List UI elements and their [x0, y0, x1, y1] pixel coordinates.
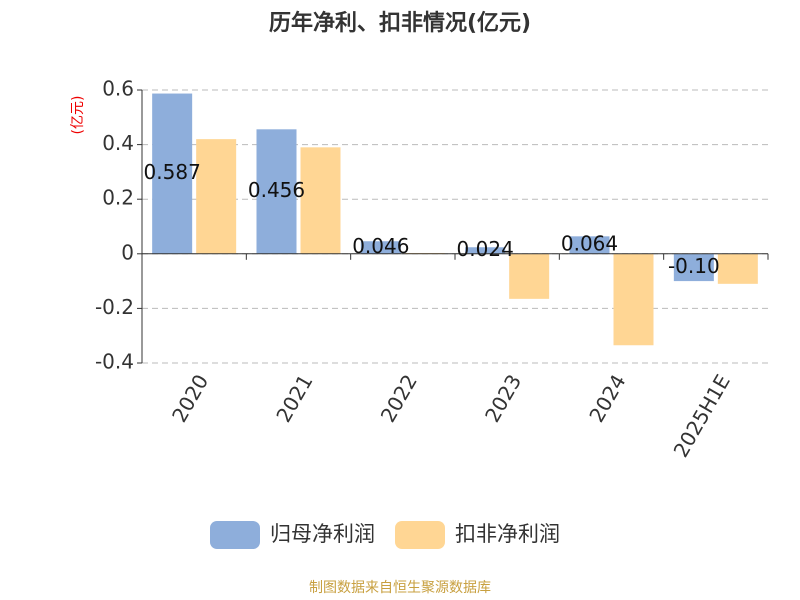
bar	[300, 147, 341, 254]
bar	[569, 236, 610, 254]
bar	[196, 139, 237, 254]
x-tick-label: 2024	[584, 370, 630, 426]
bar	[360, 241, 401, 254]
legend-swatch	[210, 521, 260, 549]
y-tick-label: -0.4	[95, 350, 134, 374]
source-note: 制图数据来自恒生聚源数据库	[309, 580, 491, 596]
legend-label: 归母净利润	[270, 522, 375, 546]
x-tick-label: 2020	[167, 370, 213, 426]
data-label: -0.10	[668, 254, 720, 278]
bar	[256, 129, 297, 254]
chart-title: 历年净利、扣非情况(亿元)	[269, 10, 531, 36]
data-label: 0.046	[352, 234, 409, 258]
y-tick-label: 0	[121, 240, 134, 264]
y-tick-label: 0.6	[102, 77, 134, 101]
x-tick-label: 2025H1E	[668, 370, 734, 461]
bar	[152, 93, 193, 254]
legend-label: 扣非净利润	[455, 522, 560, 546]
data-label: 0.064	[561, 232, 618, 256]
bar	[613, 253, 654, 346]
data-label: 0.587	[144, 160, 201, 184]
bar	[509, 253, 550, 299]
x-tick-label: 2021	[271, 370, 317, 426]
y-tick-label: 0.2	[102, 186, 134, 210]
data-label: 0.456	[248, 178, 305, 202]
bar	[673, 253, 714, 282]
data-label: 0.024	[457, 237, 514, 261]
x-tick-label: 2022	[376, 370, 422, 426]
x-tick-label: 2023	[480, 370, 526, 426]
bar	[465, 247, 506, 254]
bar	[717, 253, 758, 284]
y-tick-label: 0.4	[102, 131, 134, 155]
y-tick-label: -0.2	[95, 295, 134, 319]
legend-swatch	[395, 521, 445, 549]
y-axis-label: (亿元)	[70, 96, 86, 135]
